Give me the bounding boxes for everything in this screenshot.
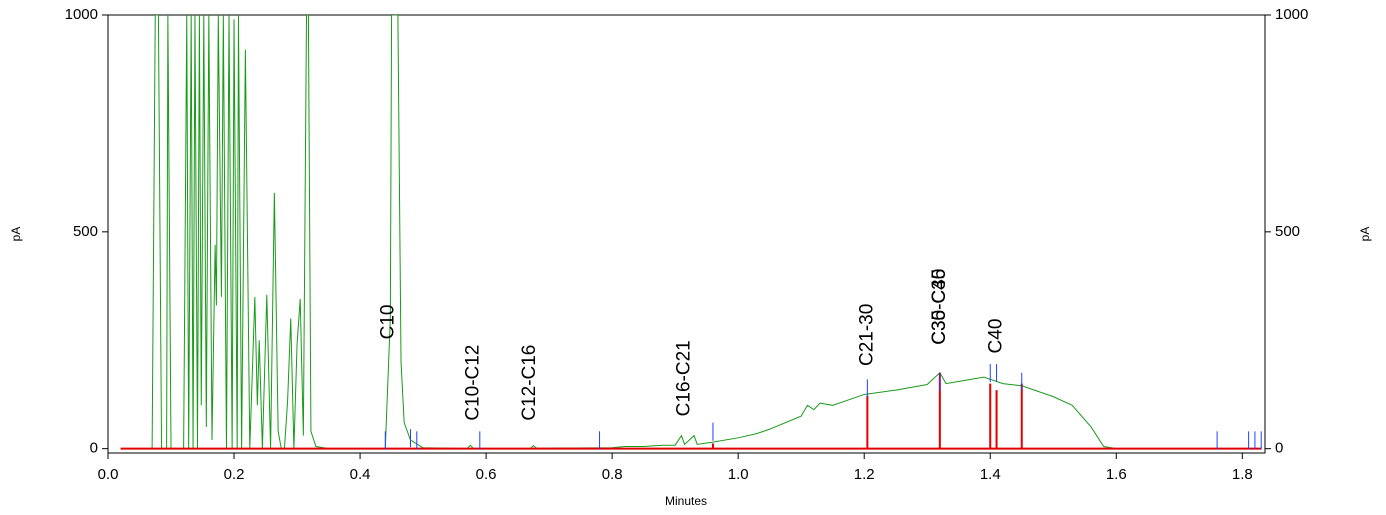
peak-label: C10 (377, 304, 398, 339)
peak-label: C21-30 (856, 304, 877, 366)
peak-label: C35-C40 (929, 269, 950, 345)
x-tick-label: 0.2 (224, 466, 245, 483)
x-tick-label: 1.6 (1106, 466, 1127, 483)
x-axis-title: Minutes (665, 494, 707, 508)
y-tick-label: 0 (90, 440, 98, 457)
x-tick-label: 0.8 (602, 466, 623, 483)
peak-label: C16-C21 (674, 340, 695, 416)
x-tick-label: 1.8 (1232, 466, 1253, 483)
x-tick-label: 0.0 (98, 466, 119, 483)
y-axis-title: pA (9, 227, 23, 242)
peak-label: C12-C16 (519, 345, 540, 421)
y2-tick-label: 500 (1275, 223, 1300, 240)
y-tick-label: 1000 (65, 6, 98, 23)
peak-label: C30-C35 (929, 269, 950, 345)
y2-axis-title: pA (1358, 227, 1372, 242)
x-tick-label: 1.0 (728, 466, 749, 483)
plot-frame (107, 14, 1266, 454)
peak-label: C10-C12 (463, 345, 484, 421)
y-tick-label: 500 (73, 223, 98, 240)
x-tick-label: 1.2 (854, 466, 875, 483)
x-tick-label: 0.6 (476, 466, 497, 483)
x-tick-label: 0.4 (350, 466, 371, 483)
trace (120, 15, 1262, 450)
peak-label: C40 (986, 319, 1007, 354)
y2-tick-label: 0 (1275, 440, 1283, 457)
y2-tick-label: 1000 (1275, 6, 1308, 23)
x-tick-label: 1.4 (980, 466, 1001, 483)
